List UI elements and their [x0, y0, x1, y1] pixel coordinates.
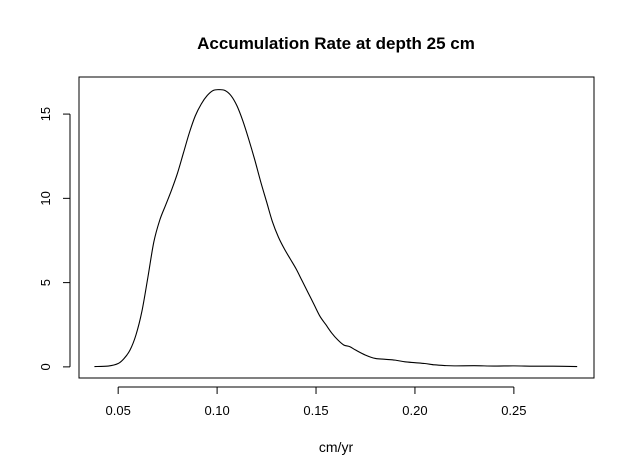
plot-frame [78, 76, 595, 379]
y-tick-label: 0 [38, 363, 53, 370]
y-tick-label: 15 [38, 107, 53, 121]
y-tick-label: 10 [38, 191, 53, 205]
x-tick-label: 0.15 [303, 403, 328, 418]
x-tick-label: 0.20 [402, 403, 427, 418]
x-tick-label: 0.10 [204, 403, 229, 418]
y-tick-label: 5 [38, 279, 53, 286]
x-axis: 0.05 0.10 0.15 0.20 0.25 [106, 386, 527, 418]
x-tick-label: 0.25 [501, 403, 526, 418]
density-curve [94, 89, 578, 368]
x-tick-label: 0.05 [106, 403, 131, 418]
x-axis-label: cm/yr [319, 439, 354, 455]
y-axis: 0 5 10 15 [38, 107, 71, 370]
chart-title: Accumulation Rate at depth 25 cm [197, 34, 475, 53]
